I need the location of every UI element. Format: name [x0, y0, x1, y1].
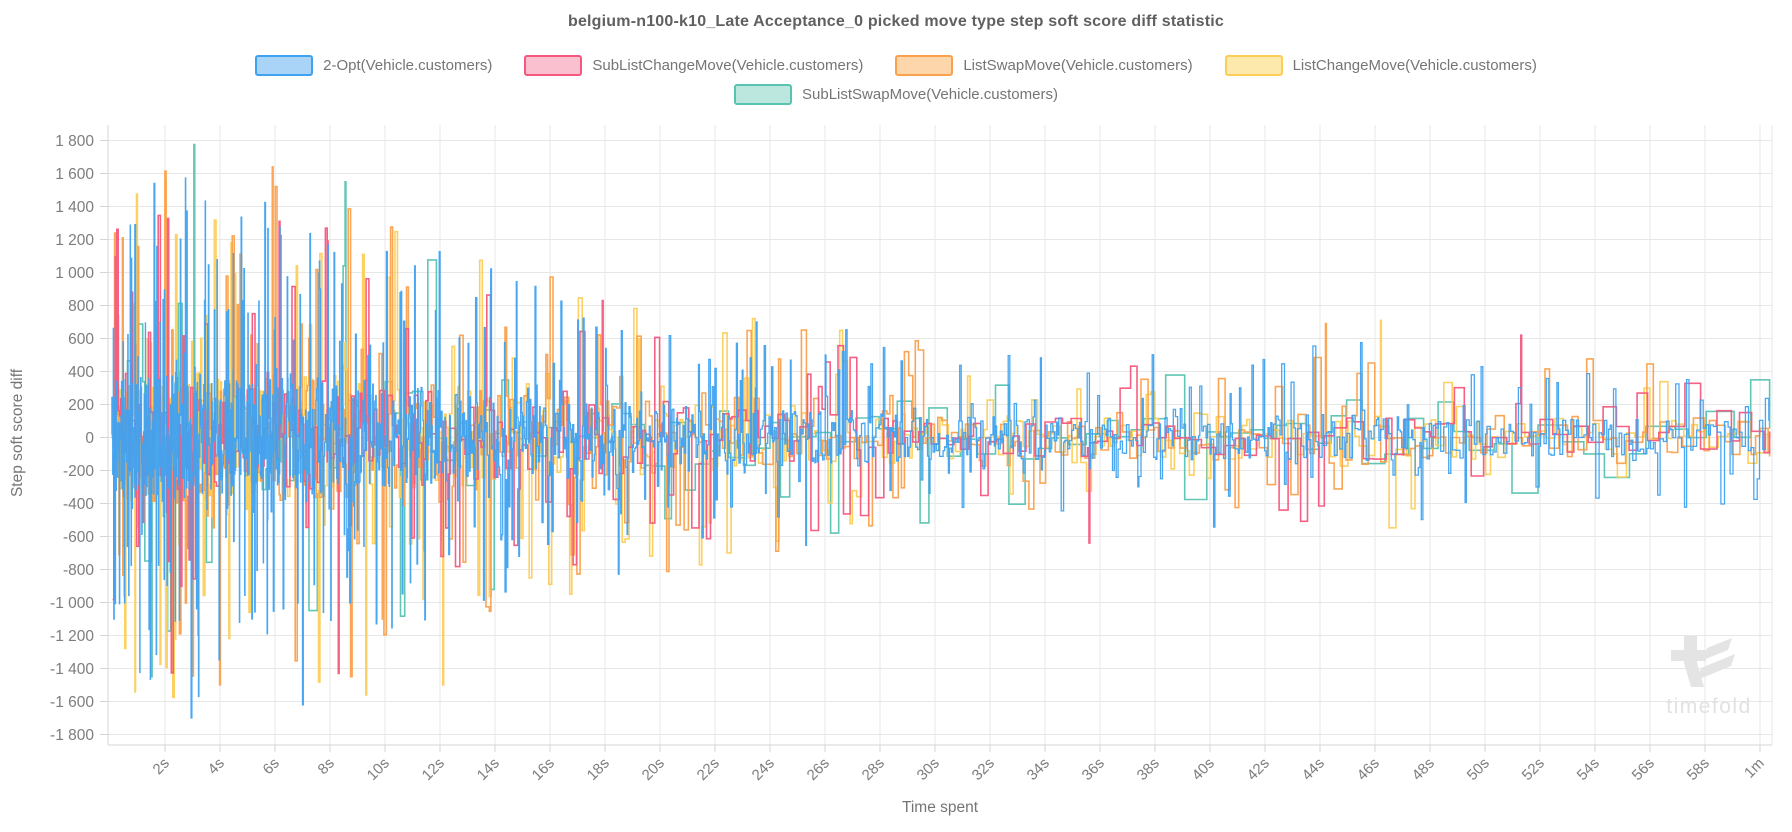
legend-item-listchangemove-vehicle-customers[interactable]: ListChangeMove(Vehicle.customers): [1224, 55, 1537, 76]
legend-label: 2-Opt(Vehicle.customers): [323, 57, 493, 74]
x-tick-label: 34s: [1024, 755, 1053, 784]
legend-item-2-opt-vehicle-customers[interactable]: 2-Opt(Vehicle.customers): [255, 55, 492, 76]
y-tick-label: 1 400: [55, 199, 94, 216]
y-tick-label: 1 000: [55, 265, 94, 282]
axis-borders: [100, 125, 1773, 752]
timefold-logo-icon: [1684, 636, 1704, 687]
y-tick-label: 600: [68, 331, 94, 348]
watermark-text: timefold: [1666, 695, 1752, 718]
x-tick-label: 48s: [1409, 755, 1438, 784]
y-tick-label: 200: [68, 397, 94, 414]
legend-swatch: [895, 55, 954, 76]
legend-item-sublistchangemove-vehicle-customers[interactable]: SubListChangeMove(Vehicle.customers): [524, 55, 863, 76]
x-tick-label: 44s: [1299, 755, 1328, 784]
y-tick-label: -1 600: [50, 694, 94, 711]
series-sublistchangemove-vehicle-customers: [112, 214, 1771, 675]
x-tick-label: 24s: [749, 755, 778, 784]
x-tick-label: 6s: [260, 755, 283, 778]
legend-swatch: [255, 55, 314, 76]
legend: 2-Opt(Vehicle.customers) SubListChangeMov…: [0, 55, 1792, 105]
x-tick-label: 18s: [584, 755, 613, 784]
series-listswapmove-vehicle-customers: [112, 166, 1771, 686]
y-tick-label: -1 000: [50, 595, 94, 612]
y-tick-label: -1 400: [50, 661, 94, 678]
legend-row: 2-Opt(Vehicle.customers) SubListChangeMov…: [255, 55, 1537, 76]
x-tick-label: 28s: [859, 755, 888, 784]
legend-swatch: [1224, 55, 1283, 76]
x-tick-label: 56s: [1629, 755, 1658, 784]
x-tick-label: 38s: [1134, 755, 1163, 784]
x-tick-label: 50s: [1464, 755, 1493, 784]
x-axis-title: Time spent: [901, 799, 979, 816]
x-tick-label: 54s: [1574, 755, 1603, 784]
legend-swatch: [524, 55, 583, 76]
timefold-watermark: timefold: [1666, 636, 1752, 718]
x-tick-label: 10s: [364, 755, 393, 784]
legend-label: ListSwapMove(Vehicle.customers): [963, 57, 1193, 74]
x-tick-label: 26s: [804, 755, 833, 784]
x-tick-label: 8s: [315, 755, 338, 778]
y-tick-label: 0: [85, 430, 94, 447]
x-tick-label: 42s: [1244, 755, 1273, 784]
y-tick-label: 400: [68, 364, 94, 381]
x-tick-label: 4s: [205, 755, 228, 778]
x-tick-label: 32s: [969, 755, 998, 784]
legend-row: SubListSwapMove(Vehicle.customers): [734, 84, 1058, 105]
y-tick-label: -1 800: [50, 727, 94, 744]
series-2-opt-vehicle-customers: [111, 177, 1770, 719]
x-tick-label: 46s: [1354, 755, 1383, 784]
x-axis-tick-labels: 2s 4s 6s 8s 10s 12s 14s 16s 18s 20s 22s 24s 26s 28s 30…: [150, 755, 1768, 784]
chart-title: belgium-n100-k10_Late Acceptance_0 picke…: [567, 13, 1225, 30]
legend-swatch: [734, 84, 793, 105]
y-tick-label: 1 800: [55, 133, 94, 150]
x-tick-label: 1m: [1741, 755, 1768, 782]
x-tick-label: 22s: [694, 755, 723, 784]
x-tick-label: 2s: [150, 755, 173, 778]
gridlines: [108, 125, 1772, 745]
legend-item-sublistswapmove-vehicle-customers[interactable]: SubListSwapMove(Vehicle.customers): [734, 84, 1058, 105]
y-tick-label: 1 200: [55, 232, 94, 249]
x-tick-label: 52s: [1519, 755, 1548, 784]
x-tick-label: 12s: [419, 755, 448, 784]
x-tick-label: 40s: [1189, 755, 1218, 784]
y-axis-title: Step soft score diff: [9, 368, 26, 498]
legend-item-listswapmove-vehicle-customers[interactable]: ListSwapMove(Vehicle.customers): [895, 55, 1193, 76]
y-tick-label: 1 600: [55, 166, 94, 183]
legend-label: ListChangeMove(Vehicle.customers): [1292, 57, 1537, 74]
y-tick-label: -200: [63, 463, 94, 480]
x-tick-label: 16s: [529, 755, 558, 784]
x-tick-label: 30s: [914, 755, 943, 784]
y-tick-label: -1 200: [50, 628, 94, 645]
x-tick-label: 14s: [474, 755, 503, 784]
x-tick-label: 58s: [1684, 755, 1713, 784]
x-tick-label: 36s: [1079, 755, 1108, 784]
legend-label: SubListChangeMove(Vehicle.customers): [592, 57, 864, 74]
y-tick-label: 800: [68, 298, 94, 315]
y-tick-label: -800: [63, 562, 94, 579]
y-axis-tick-labels: 1 800 1 600 1 400 1 200 1 000 800 600 400 200 0 -2…: [50, 133, 94, 744]
x-tick-label: 20s: [639, 755, 668, 784]
legend-label: SubListSwapMove(Vehicle.customers): [802, 86, 1058, 103]
y-tick-label: -400: [63, 496, 94, 513]
y-tick-label: -600: [63, 529, 94, 546]
